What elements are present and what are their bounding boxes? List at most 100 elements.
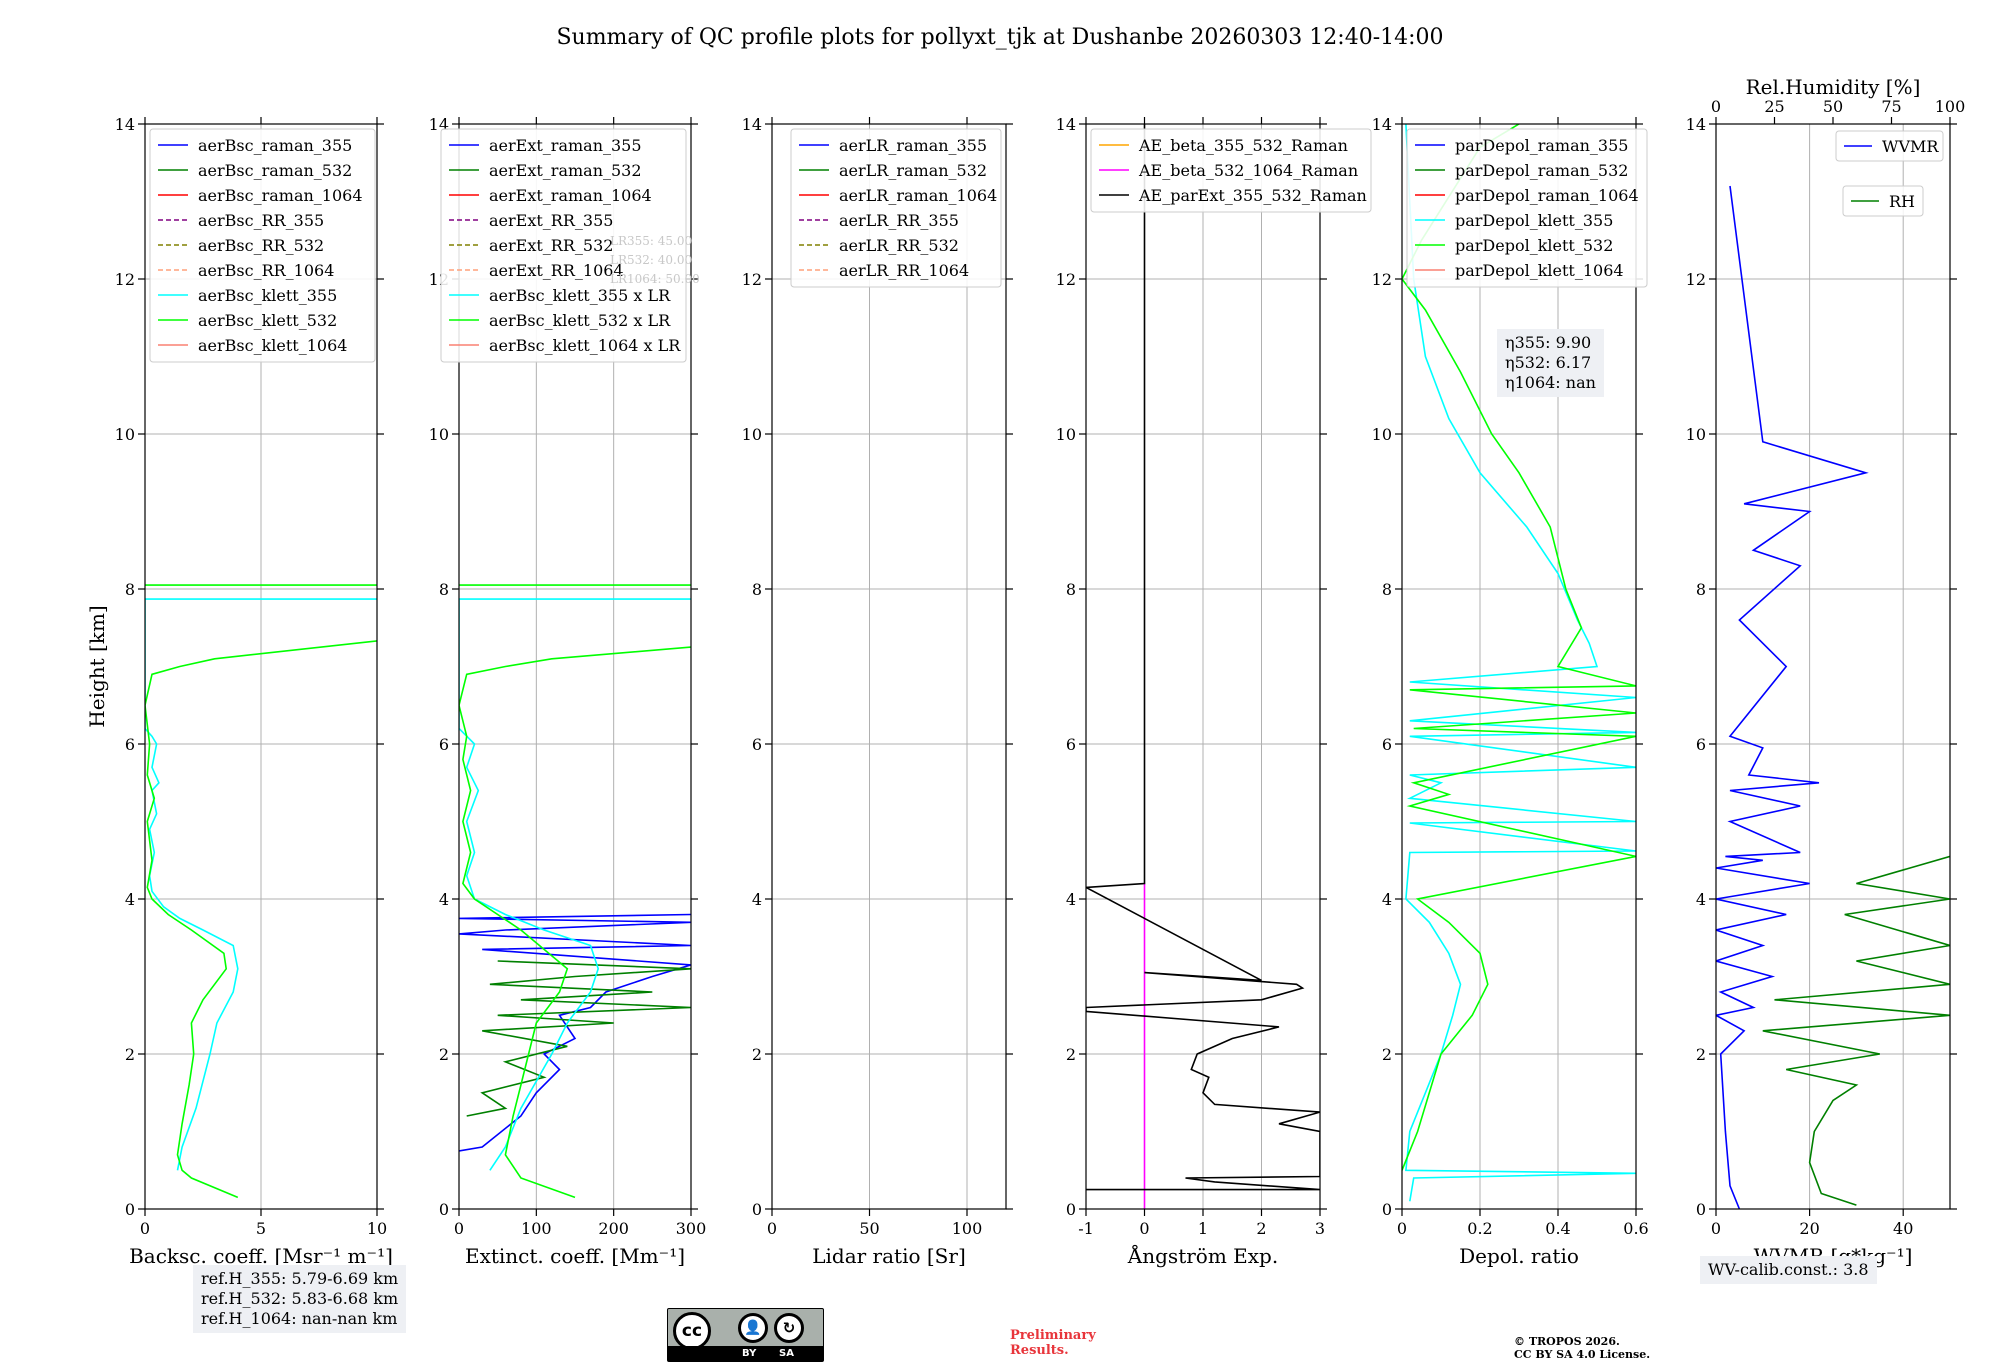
legend-label: aerBsc_klett_532 (198, 311, 337, 330)
legend-label: aerBsc_RR_1064 (198, 261, 334, 280)
legend-frame (1842, 185, 1924, 217)
legend-label: AE_beta_532_1064_Raman (1138, 161, 1358, 180)
legend-label: aerExt_raman_532 (489, 161, 642, 180)
series-line-ae-parext-355-532-raman (1086, 124, 1320, 1191)
y-tick-label: 12 (1372, 270, 1392, 289)
x-tick-label: 100 (952, 1219, 983, 1238)
x2-tick-label: 75 (1881, 97, 1901, 116)
y-tick-label: 10 (1372, 425, 1392, 444)
legend-frame (1835, 130, 1944, 162)
y-tick-label: 10 (1056, 425, 1076, 444)
axes-frame (771, 123, 1007, 1210)
attribution-icon: 👤 (738, 1313, 768, 1343)
y-tick-label: 4 (1382, 890, 1392, 909)
eta-355: η355: 9.90 (1505, 333, 1592, 352)
legend-label: parDepol_klett_355 (1455, 211, 1613, 230)
panel-backscatter: 0 5 10 0 2 4 6 8 10 12 14 Backsc. coeff. [Msr⁻¹ m⁻¹… (85, 115, 393, 1268)
legend-label: aerExt_RR_1064 (489, 261, 624, 280)
legend-box: WVMR (1835, 130, 1944, 162)
x-tick-label: 20 (1799, 1219, 1819, 1238)
x-tick-label: 1 (1198, 1219, 1208, 1238)
x-tick-label: 0.2 (1467, 1219, 1492, 1238)
series-line-aerbsc-klett-532 (145, 640, 377, 1199)
x-tick-label: 0 (767, 1219, 777, 1238)
cc-badge-labels: BY SA (668, 1346, 823, 1361)
share-alike-icon: ↻ (774, 1313, 804, 1343)
legend-label: parDepol_raman_355 (1455, 136, 1628, 155)
x-tick-label: 0.4 (1545, 1219, 1570, 1238)
x-axis-label: Ångström Exp. (1127, 1243, 1278, 1268)
axes-frame (458, 123, 692, 1210)
ref-height-355: ref.H_355: 5.79-6.69 km (201, 1269, 399, 1288)
legend-label: parDepol_klett_532 (1455, 236, 1613, 255)
legend-label: aerLR_RR_355 (839, 211, 959, 230)
y-tick-label: 8 (1696, 580, 1706, 599)
legend-frame (790, 128, 1002, 288)
legend-box: RH (1842, 185, 1924, 217)
legend-label: aerExt_RR_532 (489, 236, 613, 255)
cc-icon: cc (673, 1312, 711, 1350)
legend-frame (440, 128, 687, 363)
legend-label: parDepol_klett_1064 (1455, 261, 1624, 280)
y-tick-label: 4 (1696, 890, 1706, 909)
x-tick-label: -1 (1078, 1219, 1094, 1238)
series-line-aerbsc-klett-532-x-lr (459, 646, 691, 1199)
y-tick-label: 14 (1686, 115, 1706, 134)
y-tick-label: 4 (752, 890, 762, 909)
reference-heights-box: ref.H_355: 5.79-6.69 km ref.H_532: 5.83-… (193, 1265, 407, 1333)
y-tick-label: 4 (439, 890, 449, 909)
y-tick-label: 12 (1056, 270, 1076, 289)
cc-sa-label: SA (779, 1348, 794, 1359)
legend-label: aerBsc_raman_1064 (198, 186, 363, 205)
x-tick-label: 200 (598, 1219, 629, 1238)
series-line-aerext-raman-355 (459, 913, 691, 1152)
y-tick-label: 8 (439, 580, 449, 599)
eta-532: η532: 6.17 (1505, 353, 1592, 372)
y-tick-label: 0 (752, 1200, 762, 1219)
series-line-wvmr (1716, 185, 1869, 1209)
x-axis-label: Depol. ratio (1459, 1244, 1579, 1268)
legend-label: aerBsc_klett_1064 (198, 336, 347, 355)
series-line-aerext-raman-532 (466, 960, 691, 1117)
legend: aerBsc_raman_355 aerBsc_raman_532 aerBsc_r… (149, 128, 376, 363)
y-tick-label: 10 (1686, 425, 1706, 444)
ref-height-1064: ref.H_1064: nan-nan km (201, 1309, 398, 1328)
y-tick-label: 2 (1696, 1045, 1706, 1064)
y-tick-label: 2 (439, 1045, 449, 1064)
legend-label: aerLR_raman_532 (839, 161, 987, 180)
legend-label: aerLR_raman_355 (839, 136, 987, 155)
x-tick-label: 5 (256, 1219, 266, 1238)
x-tick-label: 10 (367, 1219, 387, 1238)
legend-label: aerLR_RR_1064 (839, 261, 969, 280)
x-tick-label: 2 (1256, 1219, 1266, 1238)
x-tick-label: 0.6 (1623, 1219, 1648, 1238)
panel-lidar-ratio: 0 50 100 0 2 4 6 8 10 12 14 Lidar ratio [Sr] aerLR_r… (742, 115, 1013, 1268)
x-tick-label: 100 (521, 1219, 552, 1238)
legend: parDepol_raman_355 parDepol_raman_532 parD… (1406, 128, 1648, 288)
y-tick-label: 14 (1056, 115, 1076, 134)
x-axis-label: Backsc. coeff. [Msr⁻¹ m⁻¹] (129, 1244, 393, 1268)
y-axis-label: Height [km] (85, 605, 109, 727)
copyright-line-1: © TROPOS 2026. (1514, 1335, 1620, 1348)
panel-depol: 0 0.2 0.4 0.6 0 2 4 6 8 10 12 14 Depol. ratio parDepo… (1372, 115, 1649, 1268)
x-axis-label: Extinct. coeff. [Mm⁻¹] (465, 1244, 685, 1268)
copyright-note: © TROPOS 2026. CC BY SA 4.0 License. (1514, 1335, 1650, 1361)
legend-frame (1406, 128, 1648, 288)
y-tick-label: 10 (115, 425, 135, 444)
y-tick-label: 0 (1382, 1200, 1392, 1219)
lr-532: LR532: 40.00 (610, 253, 693, 267)
y-tick-label: 0 (125, 1200, 135, 1219)
y-tick-label: 12 (115, 270, 135, 289)
legend: AE_beta_355_532_Raman AE_beta_532_1064_Ra… (1090, 128, 1372, 213)
x-tick-label: 40 (1893, 1219, 1913, 1238)
y-tick-label: 10 (742, 425, 762, 444)
cc-by-sa-badge: cc 👤 ↻ BY SA (667, 1308, 824, 1362)
y-tick-label: 6 (1382, 735, 1392, 754)
axes-frame (1715, 123, 1951, 1210)
depol-factor-box: η355: 9.90 η532: 6.17 η1064: nan (1497, 329, 1604, 397)
y-tick-label: 8 (752, 580, 762, 599)
y-tick-label: 4 (1066, 890, 1076, 909)
figure-title: Summary of QC profile plots for pollyxt_… (556, 25, 1443, 50)
